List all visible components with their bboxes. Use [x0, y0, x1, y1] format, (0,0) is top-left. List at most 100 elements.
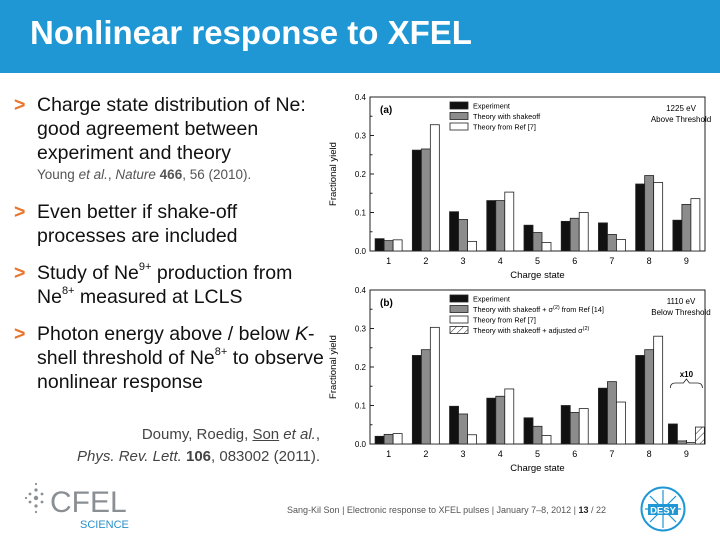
- bullet-charge-distribution: > Charge state distribution of Ne: good …: [14, 93, 324, 184]
- desy-logo: DESY: [640, 486, 686, 532]
- x-tick-label: 2: [423, 449, 428, 459]
- legend-label: Experiment: [473, 102, 510, 111]
- bar-gray-8: [644, 349, 655, 445]
- cfel-science-logo: CFEL SCIENCE: [24, 482, 129, 531]
- bar-white-8: [653, 182, 664, 252]
- bar-white-7: [616, 401, 626, 445]
- citation-line-2: Phys. Rev. Lett. 106, 083002 (2011).: [77, 448, 320, 465]
- bar-black-9: [667, 423, 678, 445]
- bar-gray-2: [420, 349, 431, 445]
- bar-gray-6: [569, 412, 580, 445]
- legend-swatch: [449, 326, 469, 334]
- bar-gray-3: [458, 219, 468, 252]
- citation-doumy: Doumy, Roedig, Son et al., Phys. Rev. Le…: [77, 424, 320, 468]
- panel-label: (b): [380, 298, 393, 309]
- legend-label: Theory with shakeoff: [473, 112, 541, 121]
- bar-black-5: [523, 224, 534, 252]
- bar-gray-8: [644, 175, 655, 252]
- bar-white-6: [578, 212, 589, 252]
- y-axis-label: Fractional yield: [328, 142, 339, 206]
- bar-white-4: [504, 388, 515, 445]
- x-tick-label: 6: [572, 449, 577, 459]
- bar-gray-9: [676, 440, 687, 445]
- bar-gray-1: [383, 433, 394, 445]
- bar-white-5: [541, 242, 552, 252]
- x-tick-label: 3: [461, 449, 466, 459]
- legend-swatch: [449, 122, 469, 131]
- bar-black-8: [635, 355, 646, 445]
- x-tick-label: 5: [535, 449, 540, 459]
- energy-annotation: Below Threshold: [651, 308, 710, 317]
- bar-gray-4: [495, 395, 506, 445]
- bar-gray-3: [458, 413, 468, 445]
- energy-annotation: 1110 eV: [667, 297, 696, 306]
- bar-white-2: [429, 124, 440, 252]
- bar-gray-9: [681, 204, 692, 252]
- bar-white-4: [504, 191, 515, 252]
- bar-white-5: [541, 435, 552, 445]
- energy-annotation: 1225 eV: [666, 104, 696, 113]
- y-tick-label: 0.4: [355, 286, 367, 295]
- bar-black-3: [449, 405, 459, 445]
- reference-young: Young et al., Nature 466, 56 (2010).: [37, 167, 252, 182]
- bullet-photon-energy: > Photon energy above / below K-shell th…: [14, 322, 324, 394]
- bar-white-9: [685, 442, 696, 445]
- y-axis-label: Fractional yield: [328, 335, 339, 399]
- y-tick-label: 0.3: [355, 325, 367, 334]
- bar-gray-6: [569, 217, 580, 252]
- legend-swatch: [449, 294, 469, 303]
- bullet-text: Charge state distribution of Ne: good ag…: [37, 94, 306, 164]
- page-total: / 22: [591, 505, 607, 515]
- svg-text:SCIENCE: SCIENCE: [80, 519, 129, 531]
- bar-white-9: [690, 198, 701, 252]
- chart-panel-b: 0.0 0.1 0.2 0.3 0.4 Fractional yield Charge st…: [328, 286, 711, 474]
- bar-hatch-9: [694, 426, 705, 445]
- bar-black-6: [560, 220, 571, 252]
- legend-label: Theory from Ref [7]: [473, 123, 536, 132]
- bullet-shakeoff: > Even better if shake-off processes are…: [14, 200, 324, 248]
- bullet-arrow-icon: >: [14, 201, 26, 223]
- bar-gray-4: [495, 200, 506, 252]
- bullet-ne9-production: > Study of Ne9+ production from Ne8+ mea…: [14, 261, 324, 309]
- bar-black-7: [598, 222, 608, 252]
- svg-text:CFEL: CFEL: [50, 486, 127, 519]
- legend-label: Theory from Ref [7]: [473, 316, 536, 325]
- x10-brace: [669, 378, 703, 389]
- x-axis-label: Charge state: [510, 463, 564, 474]
- bar-black-1: [374, 238, 385, 252]
- citation-line-1: Doumy, Roedig, Son et al.,: [141, 426, 320, 443]
- bullet-text: Study of Ne9+ production from Ne8+ measu…: [37, 261, 293, 308]
- bar-white-8: [653, 335, 664, 445]
- x-axis-label: Charge state: [510, 270, 564, 281]
- x-tick-label: 7: [609, 256, 614, 266]
- x-tick-label: 1: [386, 449, 391, 459]
- x-tick-label: 9: [684, 449, 689, 459]
- page-number: 13: [578, 505, 589, 515]
- footer-author: Sang-Kil Son: [287, 505, 340, 515]
- title-bar: [0, 0, 720, 73]
- x-tick-label: 7: [609, 449, 614, 459]
- bar-black-7: [598, 387, 608, 445]
- y-tick-label: 0.2: [355, 170, 367, 179]
- legend-label: Theory with shakeoff + adjusted σ(2): [473, 326, 590, 335]
- bar-gray-5: [532, 425, 543, 445]
- y-tick-label: 0.1: [355, 402, 367, 411]
- bar-gray-1: [383, 240, 394, 252]
- bar-black-4: [486, 200, 497, 252]
- footer-text: Sang-Kil Son | Electronic response to XF…: [287, 505, 607, 515]
- x-tick-label: 6: [572, 256, 577, 266]
- bar-black-1: [374, 435, 385, 445]
- x-tick-label: 8: [647, 256, 652, 266]
- legend-swatch: [449, 112, 469, 120]
- y-tick-label: 0.0: [355, 440, 367, 449]
- y-tick-label: 0.0: [355, 247, 367, 256]
- bar-white-7: [616, 239, 626, 252]
- x-tick-label: 9: [684, 256, 689, 266]
- bar-gray-7: [607, 234, 617, 252]
- x-tick-label: 3: [461, 256, 466, 266]
- bar-white-1: [392, 239, 403, 252]
- legend-swatch: [449, 305, 469, 313]
- bullet-text: Photon energy above / below K-shell thre…: [37, 323, 324, 393]
- x-tick-label: 2: [423, 256, 428, 266]
- energy-annotation: Above Threshold: [651, 115, 711, 124]
